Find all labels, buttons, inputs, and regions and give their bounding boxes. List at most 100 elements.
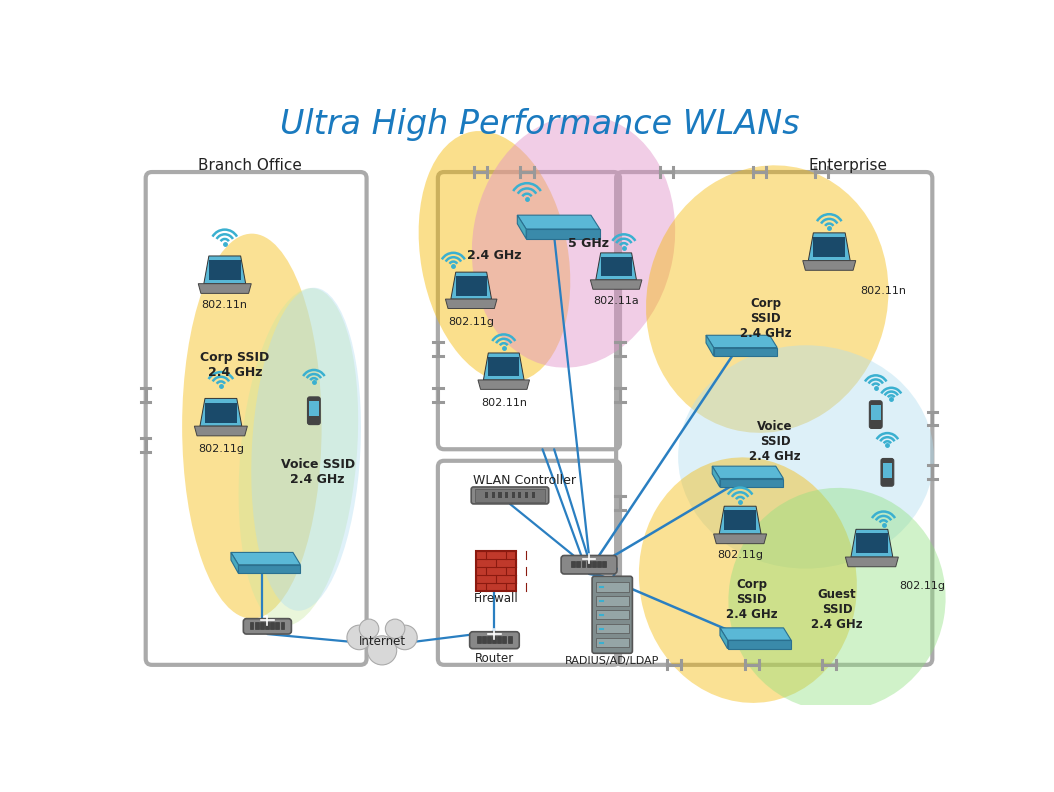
Polygon shape xyxy=(719,506,761,534)
FancyBboxPatch shape xyxy=(592,561,596,567)
FancyBboxPatch shape xyxy=(260,623,264,629)
FancyBboxPatch shape xyxy=(487,636,491,642)
Polygon shape xyxy=(484,353,524,380)
Text: Ultra High Performance WLANs: Ultra High Performance WLANs xyxy=(280,108,800,141)
Circle shape xyxy=(368,636,396,665)
Polygon shape xyxy=(194,426,248,436)
Polygon shape xyxy=(231,553,300,565)
Polygon shape xyxy=(596,253,637,280)
FancyBboxPatch shape xyxy=(209,260,240,280)
Ellipse shape xyxy=(639,457,857,703)
FancyBboxPatch shape xyxy=(482,636,486,642)
Text: 802.11n: 802.11n xyxy=(860,287,906,296)
Polygon shape xyxy=(706,335,777,348)
FancyBboxPatch shape xyxy=(596,624,628,634)
Text: 802.11n: 802.11n xyxy=(481,398,527,408)
FancyBboxPatch shape xyxy=(870,401,882,428)
Text: Firewall: Firewall xyxy=(473,592,519,605)
FancyBboxPatch shape xyxy=(596,582,628,592)
FancyBboxPatch shape xyxy=(275,623,279,629)
Polygon shape xyxy=(851,529,893,557)
Text: 802.11g: 802.11g xyxy=(899,581,945,592)
Text: WLAN Controller: WLAN Controller xyxy=(473,474,575,486)
Ellipse shape xyxy=(728,488,945,711)
Ellipse shape xyxy=(238,288,358,626)
FancyBboxPatch shape xyxy=(596,610,628,619)
FancyBboxPatch shape xyxy=(488,357,520,376)
Text: RADIUS/AD/LDAP: RADIUS/AD/LDAP xyxy=(565,656,660,666)
Text: Guest
SSID
2.4 GHz: Guest SSID 2.4 GHz xyxy=(812,588,863,631)
Text: 802.11g: 802.11g xyxy=(448,317,494,327)
FancyBboxPatch shape xyxy=(814,237,845,257)
FancyBboxPatch shape xyxy=(270,623,274,629)
FancyBboxPatch shape xyxy=(512,493,514,497)
FancyBboxPatch shape xyxy=(519,493,522,497)
Ellipse shape xyxy=(646,166,889,433)
FancyBboxPatch shape xyxy=(475,551,516,591)
FancyBboxPatch shape xyxy=(881,459,894,486)
FancyBboxPatch shape xyxy=(250,623,253,629)
FancyBboxPatch shape xyxy=(485,493,488,497)
Polygon shape xyxy=(714,348,777,356)
FancyBboxPatch shape xyxy=(601,257,631,276)
Text: Voice
SSID
2.4 GHz: Voice SSID 2.4 GHz xyxy=(749,420,801,463)
Polygon shape xyxy=(446,299,497,309)
Text: 802.11g: 802.11g xyxy=(717,550,763,561)
FancyBboxPatch shape xyxy=(882,463,892,478)
FancyBboxPatch shape xyxy=(561,555,617,574)
Polygon shape xyxy=(198,284,251,293)
Polygon shape xyxy=(803,261,856,270)
Polygon shape xyxy=(720,628,727,649)
Polygon shape xyxy=(203,256,246,284)
Circle shape xyxy=(386,619,405,638)
FancyBboxPatch shape xyxy=(856,534,887,554)
Polygon shape xyxy=(526,229,600,238)
Text: Corp
SSID
2.4 GHz: Corp SSID 2.4 GHz xyxy=(726,578,778,621)
FancyBboxPatch shape xyxy=(596,596,628,606)
Ellipse shape xyxy=(678,345,934,569)
Polygon shape xyxy=(590,280,642,289)
FancyBboxPatch shape xyxy=(455,276,487,295)
FancyBboxPatch shape xyxy=(492,493,495,497)
Polygon shape xyxy=(451,272,491,299)
FancyBboxPatch shape xyxy=(308,397,320,425)
FancyBboxPatch shape xyxy=(571,561,575,567)
Polygon shape xyxy=(200,398,241,426)
FancyBboxPatch shape xyxy=(577,561,580,567)
FancyBboxPatch shape xyxy=(499,493,502,497)
Polygon shape xyxy=(727,640,792,649)
FancyBboxPatch shape xyxy=(587,561,590,567)
Text: Corp SSID
2.4 GHz: Corp SSID 2.4 GHz xyxy=(200,351,270,379)
Text: Branch Office: Branch Office xyxy=(198,158,301,173)
FancyBboxPatch shape xyxy=(280,623,285,629)
Polygon shape xyxy=(713,466,783,478)
Text: 5 GHz: 5 GHz xyxy=(568,237,609,250)
FancyBboxPatch shape xyxy=(592,577,632,653)
FancyBboxPatch shape xyxy=(505,493,508,497)
Polygon shape xyxy=(714,534,766,543)
Polygon shape xyxy=(720,628,792,640)
FancyBboxPatch shape xyxy=(476,636,481,642)
Text: Corp
SSID
2.4 GHz: Corp SSID 2.4 GHz xyxy=(740,297,792,340)
Text: Voice SSID
2.4 GHz: Voice SSID 2.4 GHz xyxy=(280,459,355,486)
FancyBboxPatch shape xyxy=(204,402,237,423)
Polygon shape xyxy=(238,565,300,573)
Polygon shape xyxy=(518,215,600,229)
Polygon shape xyxy=(720,478,783,487)
Circle shape xyxy=(392,625,417,649)
FancyBboxPatch shape xyxy=(724,510,756,531)
FancyBboxPatch shape xyxy=(508,636,511,642)
FancyBboxPatch shape xyxy=(597,561,601,567)
FancyBboxPatch shape xyxy=(255,623,258,629)
Text: 2.4 GHz: 2.4 GHz xyxy=(467,249,522,261)
FancyBboxPatch shape xyxy=(475,489,545,501)
FancyBboxPatch shape xyxy=(265,623,269,629)
FancyBboxPatch shape xyxy=(243,619,291,634)
Text: Enterprise: Enterprise xyxy=(808,158,887,173)
Text: 802.11n: 802.11n xyxy=(201,300,248,310)
FancyBboxPatch shape xyxy=(582,561,585,567)
Polygon shape xyxy=(713,466,720,487)
Polygon shape xyxy=(845,557,898,567)
Polygon shape xyxy=(231,553,238,573)
FancyBboxPatch shape xyxy=(471,487,549,504)
